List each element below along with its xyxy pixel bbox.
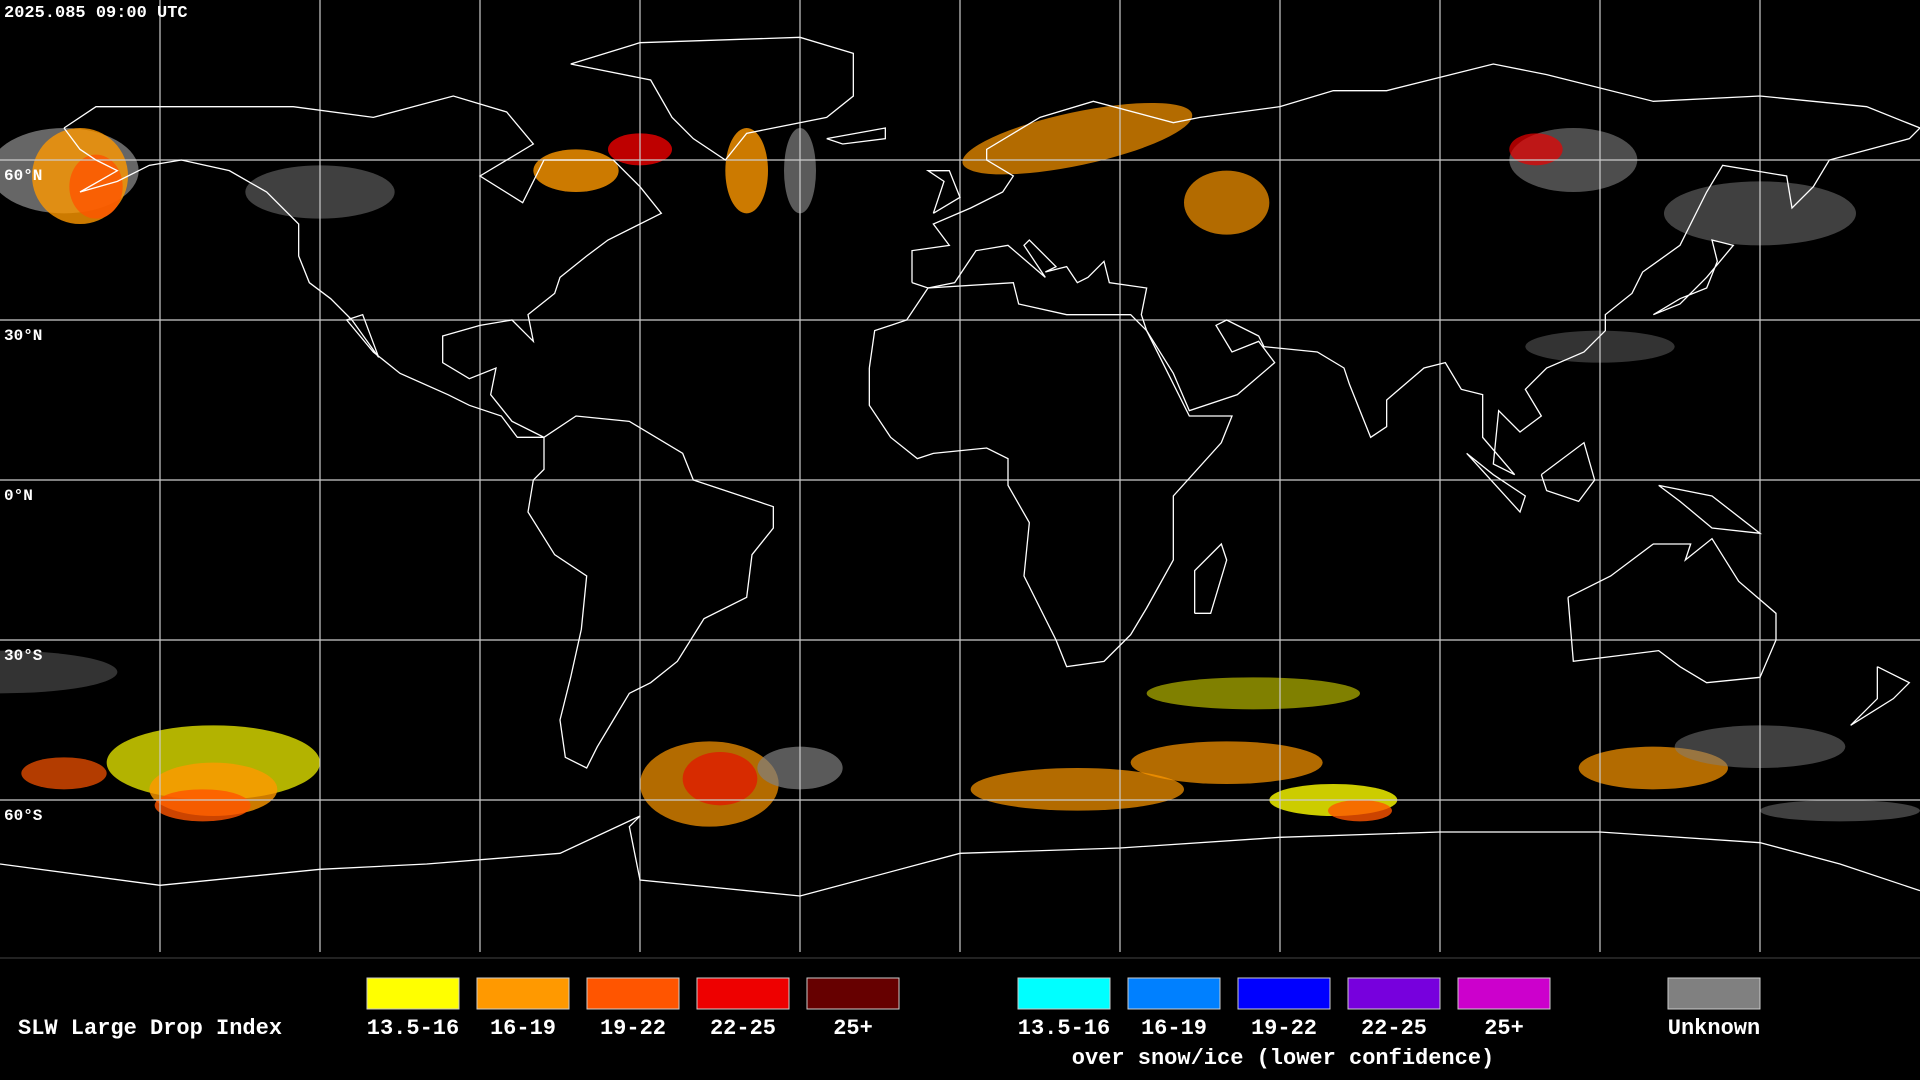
latitude-label: 30°S — [4, 647, 43, 665]
legend-label: 19-22 — [1251, 1016, 1317, 1041]
legend-swatch — [806, 977, 900, 1010]
legend-label: 16-19 — [1141, 1016, 1207, 1041]
legend-swatch — [1347, 977, 1441, 1010]
legend-label: 13.5-16 — [1018, 1016, 1110, 1041]
legend-label: 13.5-16 — [367, 1016, 459, 1041]
legend-label: 16-19 — [490, 1016, 556, 1041]
legend-label: 25+ — [833, 1016, 873, 1041]
legend-swatch — [1017, 977, 1111, 1010]
snow-ice-caption: over snow/ice (lower confidence) — [1072, 1046, 1494, 1071]
coastlines — [0, 37, 1920, 896]
legend-title: SLW Large Drop Index — [18, 1016, 282, 1041]
legend-swatch — [1457, 977, 1551, 1010]
legend-label: 22-25 — [1361, 1016, 1427, 1041]
legend-swatch — [366, 977, 460, 1010]
legend-label: 19-22 — [600, 1016, 666, 1041]
graticule — [0, 0, 1920, 952]
latitude-label: 30°N — [4, 327, 42, 345]
legend-swatch — [586, 977, 680, 1010]
legend-label: 22-25 — [710, 1016, 776, 1041]
legend: 13.5-16 16-19 19-22 22-25 25+ 13.5-16 16-19 19-… — [366, 977, 1761, 1041]
latitude-label: 0°N — [4, 487, 33, 505]
latitude-label: 60°N — [4, 167, 42, 185]
latitude-labels: 60°N 30°N 0°N 30°S 60°S — [4, 167, 43, 825]
timestamp: 2025.085 09:00 UTC — [4, 4, 188, 23]
legend-swatch — [476, 977, 570, 1010]
legend-label: Unknown — [1668, 1016, 1760, 1041]
legend-swatch — [1667, 977, 1761, 1010]
legend-label: 25+ — [1484, 1016, 1524, 1041]
legend-swatch — [696, 977, 790, 1010]
latitude-label: 60°S — [4, 807, 43, 825]
legend-swatch — [1127, 977, 1221, 1010]
legend-swatch — [1237, 977, 1331, 1010]
